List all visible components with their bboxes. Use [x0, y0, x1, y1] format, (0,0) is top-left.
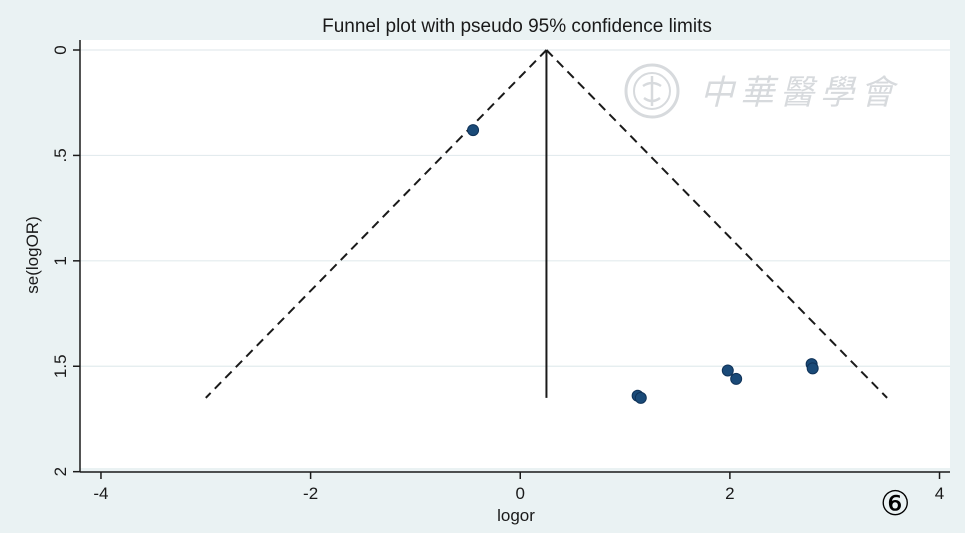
plot-area — [80, 40, 950, 468]
x-tick-label-1: -2 — [303, 484, 318, 503]
y-tick-label-3: 1.5 — [51, 354, 70, 378]
x-axis-label: logor — [497, 506, 535, 525]
y-axis-ticks: 0 .5 1 1.5 2 — [51, 45, 80, 476]
upper-confidence-limit-line — [545, 49, 888, 399]
y-tick-label-2: 1 — [51, 256, 70, 265]
study-point-6 — [806, 362, 819, 375]
study-point-0 — [467, 124, 480, 137]
study-point-2 — [634, 391, 647, 404]
y-axis-label: se(logOR) — [23, 216, 42, 293]
watermark: 中華醫學會 — [624, 63, 900, 119]
x-tick-label-4: 4 — [935, 484, 944, 503]
study-point-3 — [721, 364, 734, 377]
x-axis-ticks: -4 -2 0 2 4 — [93, 472, 944, 503]
confidence-limits — [205, 49, 888, 399]
x-tick-label-2: 0 — [516, 484, 525, 503]
watermark-text: 中華醫學會 — [700, 73, 900, 113]
medical-association-seal-icon — [624, 63, 680, 119]
study-points — [467, 124, 819, 404]
axes — [79, 40, 950, 473]
study-point-4 — [730, 372, 743, 385]
lower-confidence-limit-line — [205, 49, 548, 399]
chart-title: Funnel plot with pseudo 95% confidence l… — [322, 16, 712, 37]
y-tick-label-4: 2 — [51, 467, 70, 476]
x-tick-label-3: 2 — [725, 484, 734, 503]
y-tick-label-0: 0 — [51, 45, 70, 54]
y-tick-label-1: .5 — [51, 148, 70, 162]
figure-number: ⑥ — [880, 484, 911, 524]
x-tick-label-0: -4 — [93, 484, 108, 503]
